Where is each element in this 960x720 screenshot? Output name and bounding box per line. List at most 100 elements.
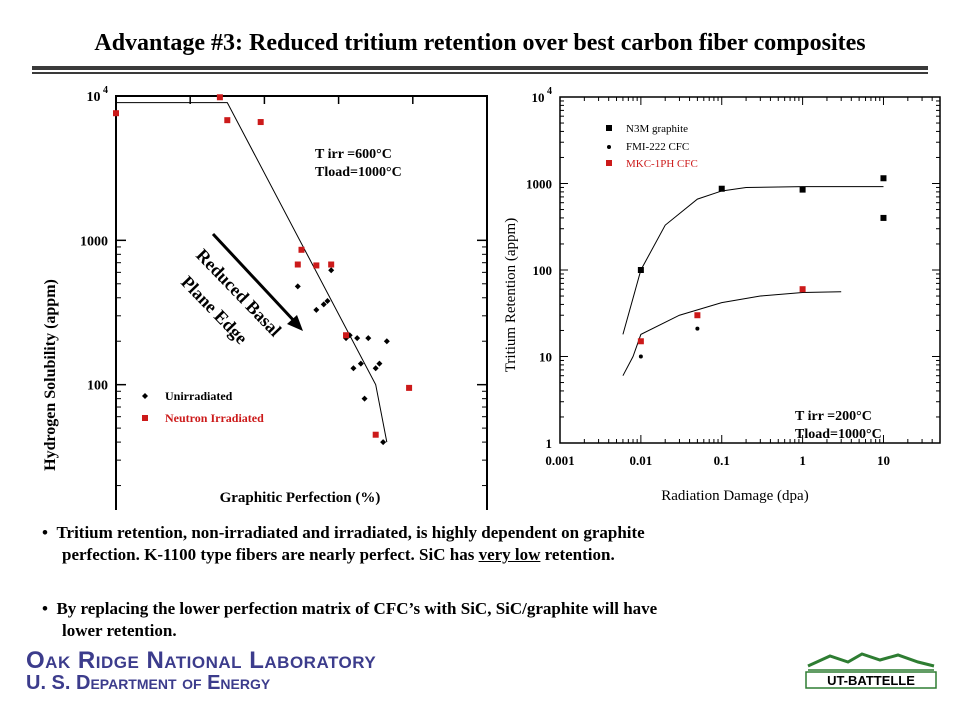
tritium-retention-chart: 0.001 0.01 0.1 1 10 1 10 100 1000 10 4 Tritium Re… — [503, 86, 941, 504]
right-x-tick-label: 10 — [877, 453, 890, 468]
right-condition-1: T irr =200°C — [795, 409, 872, 424]
right-y-tick-label: 10 4 — [532, 86, 553, 105]
reduced-basal-arrow-shaft — [211, 232, 298, 325]
right-tick-labels: 0.001 0.01 0.1 1 10 1 10 100 1000 10 4 — [526, 86, 890, 468]
mkc-point — [637, 338, 644, 345]
left-fit-polyline — [116, 102, 388, 443]
slide-title: Advantage #3: Reduced tritium retention … — [94, 30, 866, 56]
bullet-1: • Tritium retention, non-irradiated and … — [42, 522, 922, 566]
legend-irradiated-marker — [142, 415, 148, 421]
right-y-tick-label: 1000 — [526, 177, 552, 192]
left-plot-frame — [115, 95, 488, 510]
reduced-basal-arrow-head — [287, 315, 303, 331]
left-y-axis-label: Hydrogen Solubility (appm) — [42, 279, 59, 471]
bullet-2-line1: • By replacing the lower perfection matr… — [42, 599, 658, 618]
irradiated-point — [372, 431, 379, 438]
right-x-axis-label: Radiation Damage (dpa) — [661, 488, 808, 504]
unirradiated-point — [383, 338, 390, 345]
legend-unirradiated-label: Unirradiated — [165, 389, 233, 403]
unirradiated-point — [365, 335, 372, 342]
irradiated-point — [294, 261, 301, 268]
mkc-point — [799, 286, 806, 293]
right-y-axis-label: Tritium Retention (appm) — [503, 218, 519, 372]
left-tick-labels: 02040608010010100100010 4 — [80, 85, 109, 394]
title-rule-thick — [32, 66, 928, 70]
unirradiated-point — [361, 395, 368, 402]
legend-mkc-marker — [606, 160, 612, 166]
n3m-point — [718, 185, 725, 192]
irradiated-point — [224, 117, 231, 124]
irradiated-point — [216, 94, 223, 101]
bullet-1-line2: perfection. K-1100 type fibers are nearl… — [62, 545, 615, 564]
title-rule-thin — [32, 72, 928, 74]
right-data-points — [637, 175, 887, 359]
right-fit-lines — [622, 186, 884, 376]
very-low-underlined: very low — [478, 545, 541, 564]
right-y-tick-label: 10 — [539, 350, 552, 365]
left-axis-ticks — [115, 95, 488, 487]
left-legend: Unirradiated Neutron Irradiated — [142, 389, 264, 425]
bullet-2-line2: lower retention. — [62, 621, 177, 640]
unirradiated-point — [376, 360, 383, 367]
right-fit-upper — [622, 186, 884, 335]
left-y-tick-label: 1000 — [80, 234, 108, 249]
legend-n3m-label: N3M graphite — [626, 123, 688, 135]
irradiated-point — [313, 262, 320, 269]
right-x-tick-label: 0.01 — [629, 453, 652, 468]
right-legend: N3M graphite FMI-222 CFC MKC-1PH CFC — [606, 123, 698, 170]
legend-mkc-label: MKC-1PH CFC — [626, 158, 698, 170]
fmi-point — [638, 354, 643, 359]
mkc-point — [694, 312, 701, 319]
unirradiated-point — [320, 301, 327, 308]
ornl-name: Oak Ridge National Laboratory — [26, 647, 377, 674]
legend-fmi-label: FMI-222 CFC — [626, 141, 689, 153]
unirradiated-point — [357, 360, 364, 367]
unirradiated-point — [294, 283, 301, 290]
left-x-axis-label: Graphitic Perfection (%) — [220, 490, 381, 506]
right-y-tick-label: 1 — [546, 436, 553, 451]
n3m-point — [880, 175, 887, 182]
irradiated-point — [328, 261, 335, 268]
logo-mountains — [807, 652, 935, 668]
left-fit-line — [116, 102, 388, 443]
unirradiated-point — [350, 365, 357, 372]
unirradiated-point — [313, 306, 320, 313]
right-fit-lower — [622, 291, 842, 376]
left-axes-box — [115, 95, 488, 510]
unirradiated-point — [380, 439, 387, 446]
left-condition-1: T irr =600°C — [315, 147, 392, 162]
right-y-tick-label: 100 — [533, 263, 553, 278]
bullet-1-line1: • Tritium retention, non-irradiated and … — [42, 523, 645, 542]
ut-battelle-logo: UT-BATTELLE — [805, 652, 937, 689]
right-x-tick-label: 0.001 — [545, 453, 574, 468]
legend-irradiated-label: Neutron Irradiated — [165, 411, 264, 425]
right-condition-2: Tload=1000°C — [795, 427, 882, 442]
doe-name: U. S. Department of Energy — [26, 672, 271, 694]
bullet-2: • By replacing the lower perfection matr… — [42, 598, 922, 642]
right-axes-box — [559, 96, 941, 444]
unirradiated-point — [372, 365, 379, 372]
irradiated-point — [298, 246, 305, 253]
right-x-tick-label: 0.1 — [714, 453, 730, 468]
n3m-point — [637, 267, 644, 273]
right-plot-frame — [559, 96, 941, 444]
left-y-tick-label: 100 — [87, 379, 108, 394]
legend-n3m-marker — [606, 125, 612, 131]
unirradiated-point — [354, 335, 361, 342]
legend-unirradiated-marker — [142, 393, 148, 399]
left-condition-2: Tload=1000°C — [315, 165, 402, 180]
right-x-tick-label: 1 — [799, 453, 806, 468]
unirradiated-point — [328, 267, 335, 274]
irradiated-point — [257, 119, 264, 126]
n3m-point — [880, 214, 887, 221]
left-y-tick-label: 10 4 — [87, 85, 109, 105]
hydrogen-solubility-chart: 02040608010010100100010 4 Hydrogen Solub… — [42, 85, 488, 510]
irradiated-point — [343, 332, 350, 339]
irradiated-point — [113, 110, 119, 117]
irradiated-point — [406, 384, 413, 391]
right-axis-ticks — [559, 96, 941, 444]
fmi-point — [695, 326, 700, 331]
ornl-footer: Oak Ridge National Laboratory U. S. Depa… — [26, 647, 377, 695]
left-data-points — [113, 94, 413, 446]
logo-text: UT-BATTELLE — [827, 673, 915, 688]
